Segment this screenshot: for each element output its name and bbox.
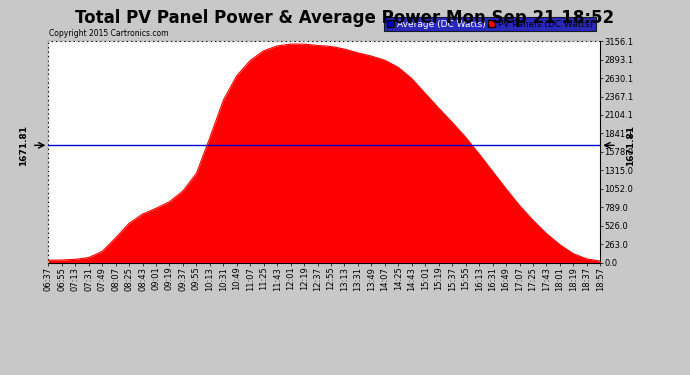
Text: 1671.81: 1671.81 xyxy=(626,125,635,166)
Legend: Average (DC Watts), PV Panels (DC Watts): Average (DC Watts), PV Panels (DC Watts) xyxy=(384,17,595,32)
Text: Total PV Panel Power & Average Power Mon Sep 21 18:52: Total PV Panel Power & Average Power Mon… xyxy=(75,9,615,27)
Text: 1671.81: 1671.81 xyxy=(19,125,28,166)
Text: Copyright 2015 Cartronics.com: Copyright 2015 Cartronics.com xyxy=(50,29,169,38)
